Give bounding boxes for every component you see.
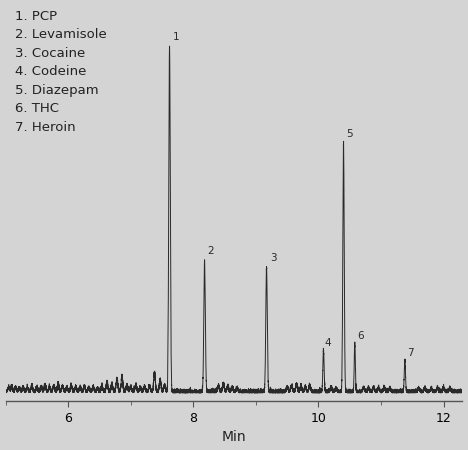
Text: 1: 1 bbox=[173, 32, 179, 42]
Text: 3: 3 bbox=[270, 253, 276, 263]
Text: 4: 4 bbox=[325, 338, 331, 348]
X-axis label: Min: Min bbox=[222, 431, 246, 445]
Text: 7: 7 bbox=[407, 348, 414, 358]
Text: 5: 5 bbox=[347, 129, 353, 139]
Text: 6: 6 bbox=[357, 331, 364, 341]
Text: 1. PCP
2. Levamisole
3. Cocaine
4. Codeine
5. Diazepam
6. THC
7. Heroin: 1. PCP 2. Levamisole 3. Cocaine 4. Codei… bbox=[15, 9, 106, 134]
Text: 2: 2 bbox=[208, 246, 214, 256]
